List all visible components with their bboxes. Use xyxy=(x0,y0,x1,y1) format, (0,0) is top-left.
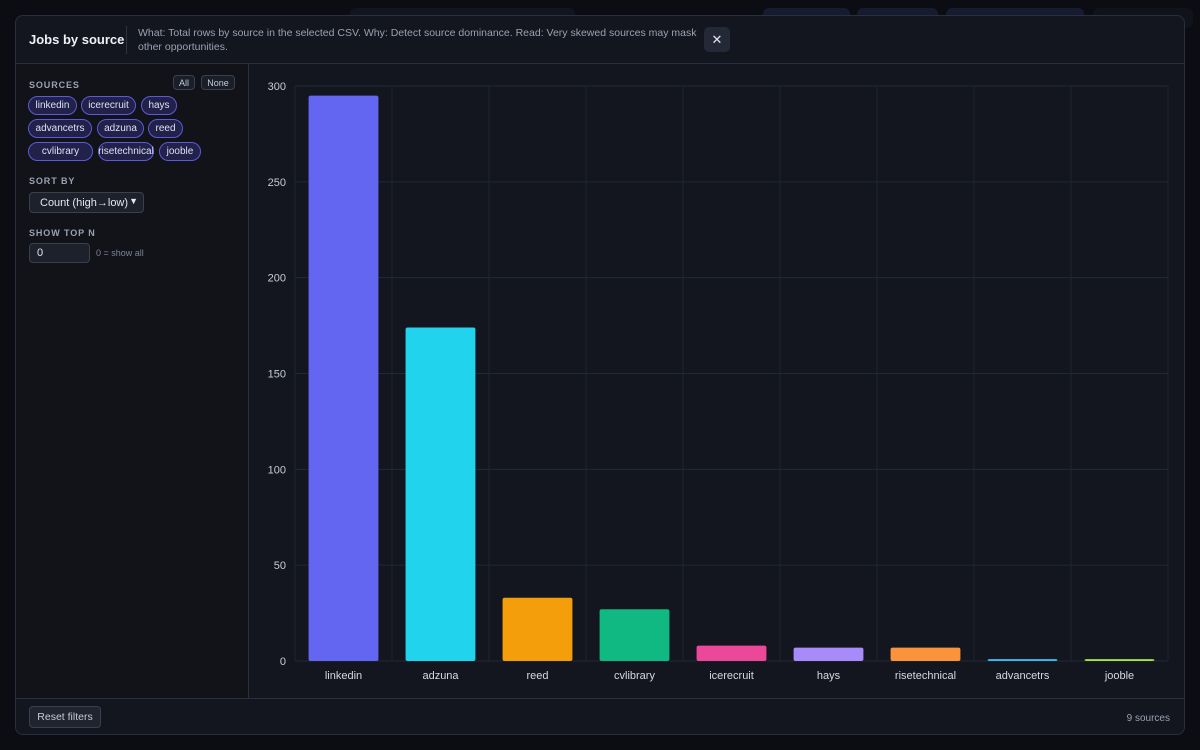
top-n-value: 0 xyxy=(37,247,44,259)
header-divider xyxy=(126,25,127,54)
bar-icerecruit xyxy=(696,645,767,661)
y-tick-label: 150 xyxy=(268,369,286,381)
bar-linkedin xyxy=(308,95,379,662)
modal-footer: Reset filters 9 sources xyxy=(16,698,1184,734)
sort-select-value: Count (high→low) xyxy=(40,196,129,209)
x-tick-label: cvlibrary xyxy=(614,670,655,682)
select-all-button[interactable]: All xyxy=(173,75,195,90)
bar-advancetrs xyxy=(987,659,1058,661)
bar-hays xyxy=(793,647,864,661)
bar-chart: 0 50 100 150 200 250 300 linkedin adzuna reed cvli… xyxy=(250,64,1184,698)
source-chip-linkedin[interactable]: linkedin xyxy=(28,96,77,115)
bar-risetechnical xyxy=(890,647,961,661)
filter-sidebar: SOURCES All None linkedin icerecruit hay… xyxy=(16,64,249,698)
sort-by-label: SORT BY xyxy=(29,176,76,186)
x-tick-label: adzuna xyxy=(422,670,459,682)
modal-title: Jobs by source xyxy=(29,32,125,47)
close-button[interactable]: ✕ xyxy=(704,27,730,52)
bar-jooble xyxy=(1084,659,1155,661)
x-tick-label: reed xyxy=(526,670,548,682)
chart-svg: 0 50 100 150 200 250 300 linkedin adzuna reed cvli… xyxy=(268,81,1169,682)
source-chip-adzuna[interactable]: adzuna xyxy=(97,119,144,138)
bar-adzuna xyxy=(405,327,476,661)
source-chip-reed[interactable]: reed xyxy=(148,119,183,138)
source-chip-risetechnical[interactable]: risetechnical xyxy=(98,142,154,161)
y-tick-label: 50 xyxy=(274,560,286,572)
bar-reed xyxy=(502,597,573,661)
source-count: 9 sources xyxy=(1126,713,1170,724)
x-tick-label: risetechnical xyxy=(895,670,956,682)
x-tick-label: advancetrs xyxy=(996,670,1050,682)
y-tick-label: 100 xyxy=(268,464,286,476)
x-tick-label: hays xyxy=(817,670,841,682)
modal-header: Jobs by source What: Total rows by sourc… xyxy=(16,16,1184,64)
y-tick-label: 250 xyxy=(268,177,286,189)
y-tick-label: 300 xyxy=(268,81,286,93)
source-chip-icerecruit[interactable]: icerecruit xyxy=(81,96,136,115)
source-chip-hays[interactable]: hays xyxy=(141,96,177,115)
source-chip-cvlibrary[interactable]: cvlibrary xyxy=(28,142,93,161)
x-tick-label: icerecruit xyxy=(709,670,754,682)
y-tick-label: 0 xyxy=(280,656,286,668)
chevron-down-icon: ▼ xyxy=(129,196,138,206)
close-icon: ✕ xyxy=(711,31,723,47)
top-n-input[interactable]: 0 xyxy=(29,243,90,263)
x-tick-label: linkedin xyxy=(325,670,362,682)
source-chip-jooble[interactable]: jooble xyxy=(159,142,201,161)
select-none-button[interactable]: None xyxy=(201,75,235,90)
reset-filters-button[interactable]: Reset filters xyxy=(29,706,101,728)
top-n-hint: 0 = show all xyxy=(96,248,144,258)
chart-modal: Jobs by source What: Total rows by sourc… xyxy=(15,15,1185,735)
sort-select[interactable]: Count (high→low) ▼ xyxy=(29,192,144,213)
bar-cvlibrary xyxy=(599,609,670,661)
y-tick-label: 200 xyxy=(268,273,286,285)
top-n-label: SHOW TOP N xyxy=(29,228,96,238)
modal-description: What: Total rows by source in the select… xyxy=(138,26,697,53)
x-tick-label: jooble xyxy=(1104,670,1134,682)
sources-label: SOURCES xyxy=(29,80,80,90)
source-chip-advancetrs[interactable]: advancetrs xyxy=(28,119,92,138)
